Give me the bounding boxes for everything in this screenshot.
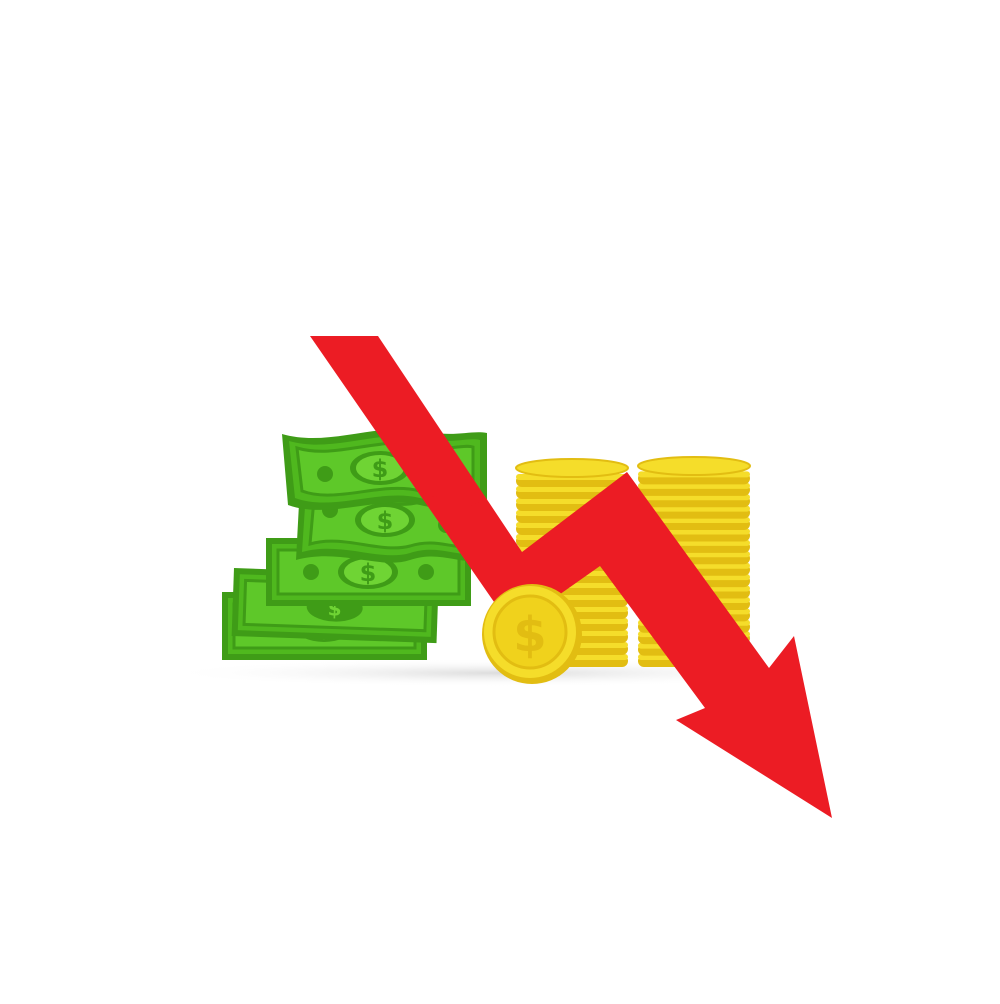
coin-icon: $ [482,584,582,684]
coin-slab-highlight [516,486,628,492]
svg-text:$: $ [360,559,377,587]
banknote-stack-icon: $ $ $ $ [222,428,487,660]
svg-text:$: $ [513,607,546,663]
arrow-tear-accent [430,496,484,506]
down-trend-arrow-icon [310,336,832,818]
svg-text:$: $ [377,507,394,535]
svg-text:$: $ [372,455,389,483]
coin-top [637,456,751,476]
coin-top [515,458,629,478]
